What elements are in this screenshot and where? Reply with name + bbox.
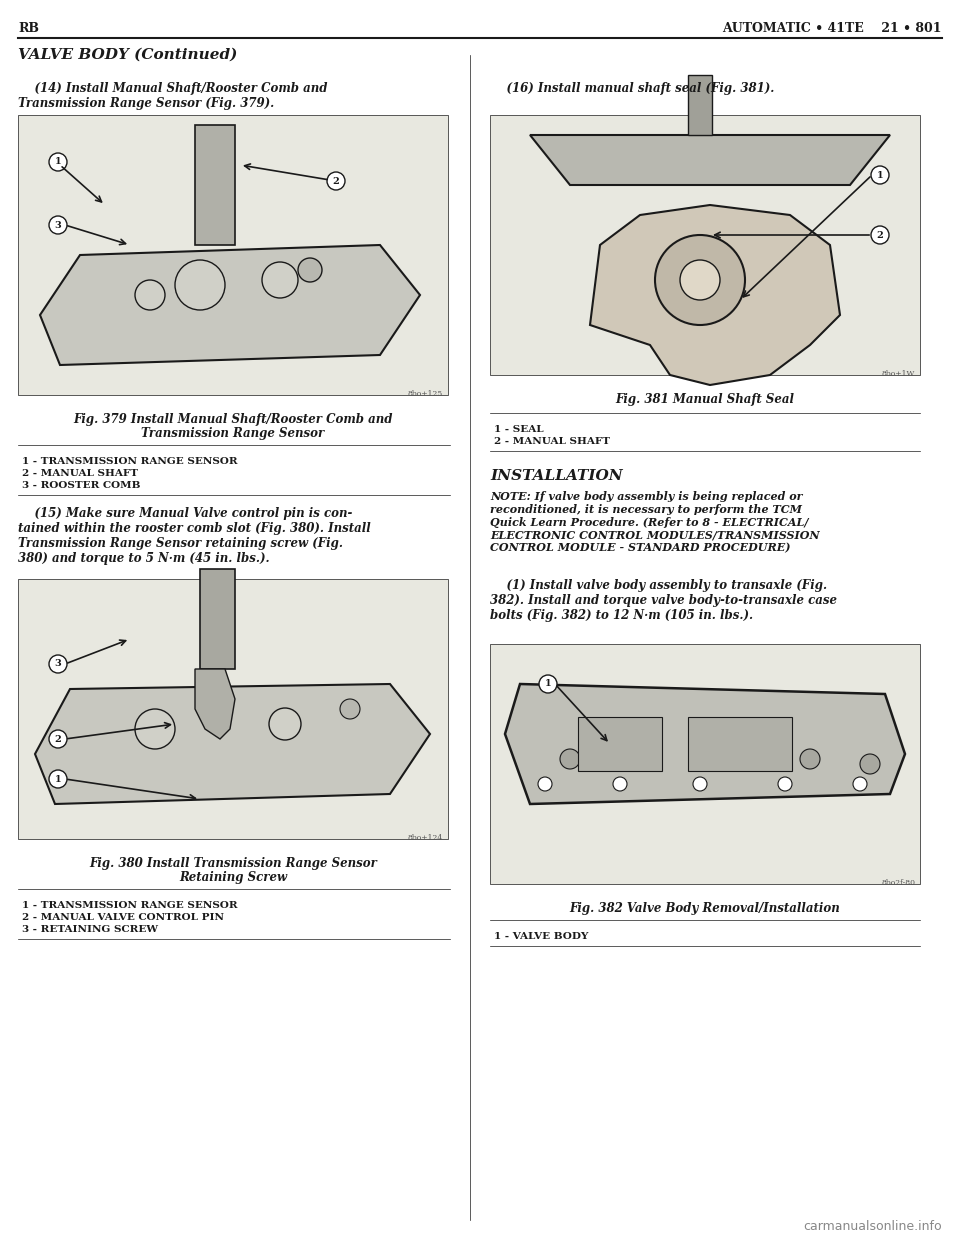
Circle shape bbox=[693, 777, 707, 791]
Polygon shape bbox=[35, 684, 430, 804]
Circle shape bbox=[680, 260, 720, 301]
Circle shape bbox=[262, 262, 298, 298]
Circle shape bbox=[539, 674, 557, 693]
Polygon shape bbox=[590, 205, 840, 385]
Text: (16) Install manual shaft seal (Fig. 381).: (16) Install manual shaft seal (Fig. 381… bbox=[490, 82, 775, 94]
Circle shape bbox=[135, 279, 165, 310]
FancyBboxPatch shape bbox=[18, 116, 448, 395]
Circle shape bbox=[135, 709, 175, 749]
Text: 3 - ROOSTER COMB: 3 - ROOSTER COMB bbox=[22, 481, 140, 491]
Text: 2: 2 bbox=[876, 231, 883, 240]
Circle shape bbox=[710, 744, 730, 764]
FancyBboxPatch shape bbox=[200, 569, 235, 669]
Circle shape bbox=[298, 258, 322, 282]
Circle shape bbox=[269, 708, 301, 740]
Circle shape bbox=[175, 260, 225, 310]
Circle shape bbox=[49, 770, 67, 787]
Text: (14) Install Manual Shaft/Rooster Comb and
Transmission Range Sensor (Fig. 379).: (14) Install Manual Shaft/Rooster Comb a… bbox=[18, 82, 327, 111]
FancyBboxPatch shape bbox=[18, 579, 448, 840]
FancyBboxPatch shape bbox=[490, 645, 920, 884]
Text: 1: 1 bbox=[544, 679, 551, 688]
Polygon shape bbox=[505, 684, 905, 804]
Text: (1) Install valve body assembly to transaxle (Fig.
382). Install and torque valv: (1) Install valve body assembly to trans… bbox=[490, 579, 837, 622]
Text: (15) Make sure Manual Valve control pin is con-
tained within the rooster comb s: (15) Make sure Manual Valve control pin … bbox=[18, 507, 371, 565]
Text: 2 - MANUAL VALVE CONTROL PIN: 2 - MANUAL VALVE CONTROL PIN bbox=[22, 913, 224, 922]
Text: Fig. 379 Install Manual Shaft/Rooster Comb and: Fig. 379 Install Manual Shaft/Rooster Co… bbox=[73, 414, 393, 426]
Circle shape bbox=[49, 153, 67, 171]
Polygon shape bbox=[195, 669, 235, 739]
Text: VALVE BODY (Continued): VALVE BODY (Continued) bbox=[18, 48, 237, 62]
Polygon shape bbox=[40, 245, 420, 365]
FancyBboxPatch shape bbox=[688, 75, 712, 135]
Text: Retaining Screw: Retaining Screw bbox=[179, 871, 287, 884]
Circle shape bbox=[800, 749, 820, 769]
Circle shape bbox=[327, 171, 345, 190]
Circle shape bbox=[49, 655, 67, 673]
Text: 8bo2f-80: 8bo2f-80 bbox=[881, 879, 915, 887]
Circle shape bbox=[871, 166, 889, 184]
Text: 2: 2 bbox=[332, 176, 340, 185]
Text: 2 - MANUAL SHAFT: 2 - MANUAL SHAFT bbox=[22, 469, 138, 478]
Text: 1: 1 bbox=[55, 158, 61, 166]
Circle shape bbox=[655, 235, 745, 325]
Text: RB: RB bbox=[18, 21, 39, 35]
Text: NOTE: If valve body assembly is being replaced or
reconditioned, it is necessary: NOTE: If valve body assembly is being re… bbox=[490, 491, 820, 553]
Text: 1 - TRANSMISSION RANGE SENSOR: 1 - TRANSMISSION RANGE SENSOR bbox=[22, 900, 238, 910]
Text: 1: 1 bbox=[876, 170, 883, 180]
Circle shape bbox=[860, 754, 880, 774]
Text: 1: 1 bbox=[55, 775, 61, 784]
Text: 8bo+124: 8bo+124 bbox=[408, 833, 443, 842]
FancyBboxPatch shape bbox=[195, 125, 235, 245]
FancyBboxPatch shape bbox=[490, 116, 920, 375]
Text: 8bo+125: 8bo+125 bbox=[408, 390, 443, 397]
Circle shape bbox=[340, 699, 360, 719]
Circle shape bbox=[560, 749, 580, 769]
Text: 1 - TRANSMISSION RANGE SENSOR: 1 - TRANSMISSION RANGE SENSOR bbox=[22, 457, 238, 466]
Text: 8bo+1W: 8bo+1W bbox=[881, 370, 915, 378]
Circle shape bbox=[871, 226, 889, 243]
Circle shape bbox=[49, 730, 67, 748]
Text: Transmission Range Sensor: Transmission Range Sensor bbox=[141, 427, 324, 440]
Text: 1 - SEAL: 1 - SEAL bbox=[494, 425, 543, 433]
Text: AUTOMATIC • 41TE    21 • 801: AUTOMATIC • 41TE 21 • 801 bbox=[723, 21, 942, 35]
Text: INSTALLATION: INSTALLATION bbox=[490, 469, 623, 483]
Polygon shape bbox=[530, 135, 890, 185]
Circle shape bbox=[630, 744, 650, 764]
Text: 1 - VALVE BODY: 1 - VALVE BODY bbox=[494, 932, 588, 941]
Text: Fig. 381 Manual Shaft Seal: Fig. 381 Manual Shaft Seal bbox=[615, 392, 795, 406]
Circle shape bbox=[613, 777, 627, 791]
Text: Fig. 380 Install Transmission Range Sensor: Fig. 380 Install Transmission Range Sens… bbox=[89, 857, 377, 869]
Text: 3 - RETAINING SCREW: 3 - RETAINING SCREW bbox=[22, 925, 158, 934]
Circle shape bbox=[778, 777, 792, 791]
FancyBboxPatch shape bbox=[688, 717, 792, 771]
Circle shape bbox=[853, 777, 867, 791]
Text: 2: 2 bbox=[55, 734, 61, 744]
Text: Fig. 382 Valve Body Removal/Installation: Fig. 382 Valve Body Removal/Installation bbox=[569, 902, 840, 915]
Text: 3: 3 bbox=[55, 660, 61, 668]
Text: 3: 3 bbox=[55, 221, 61, 230]
Circle shape bbox=[538, 777, 552, 791]
Text: carmanualsonline.info: carmanualsonline.info bbox=[804, 1220, 942, 1233]
Circle shape bbox=[49, 216, 67, 233]
Text: 2 - MANUAL SHAFT: 2 - MANUAL SHAFT bbox=[494, 437, 610, 446]
FancyBboxPatch shape bbox=[578, 717, 662, 771]
